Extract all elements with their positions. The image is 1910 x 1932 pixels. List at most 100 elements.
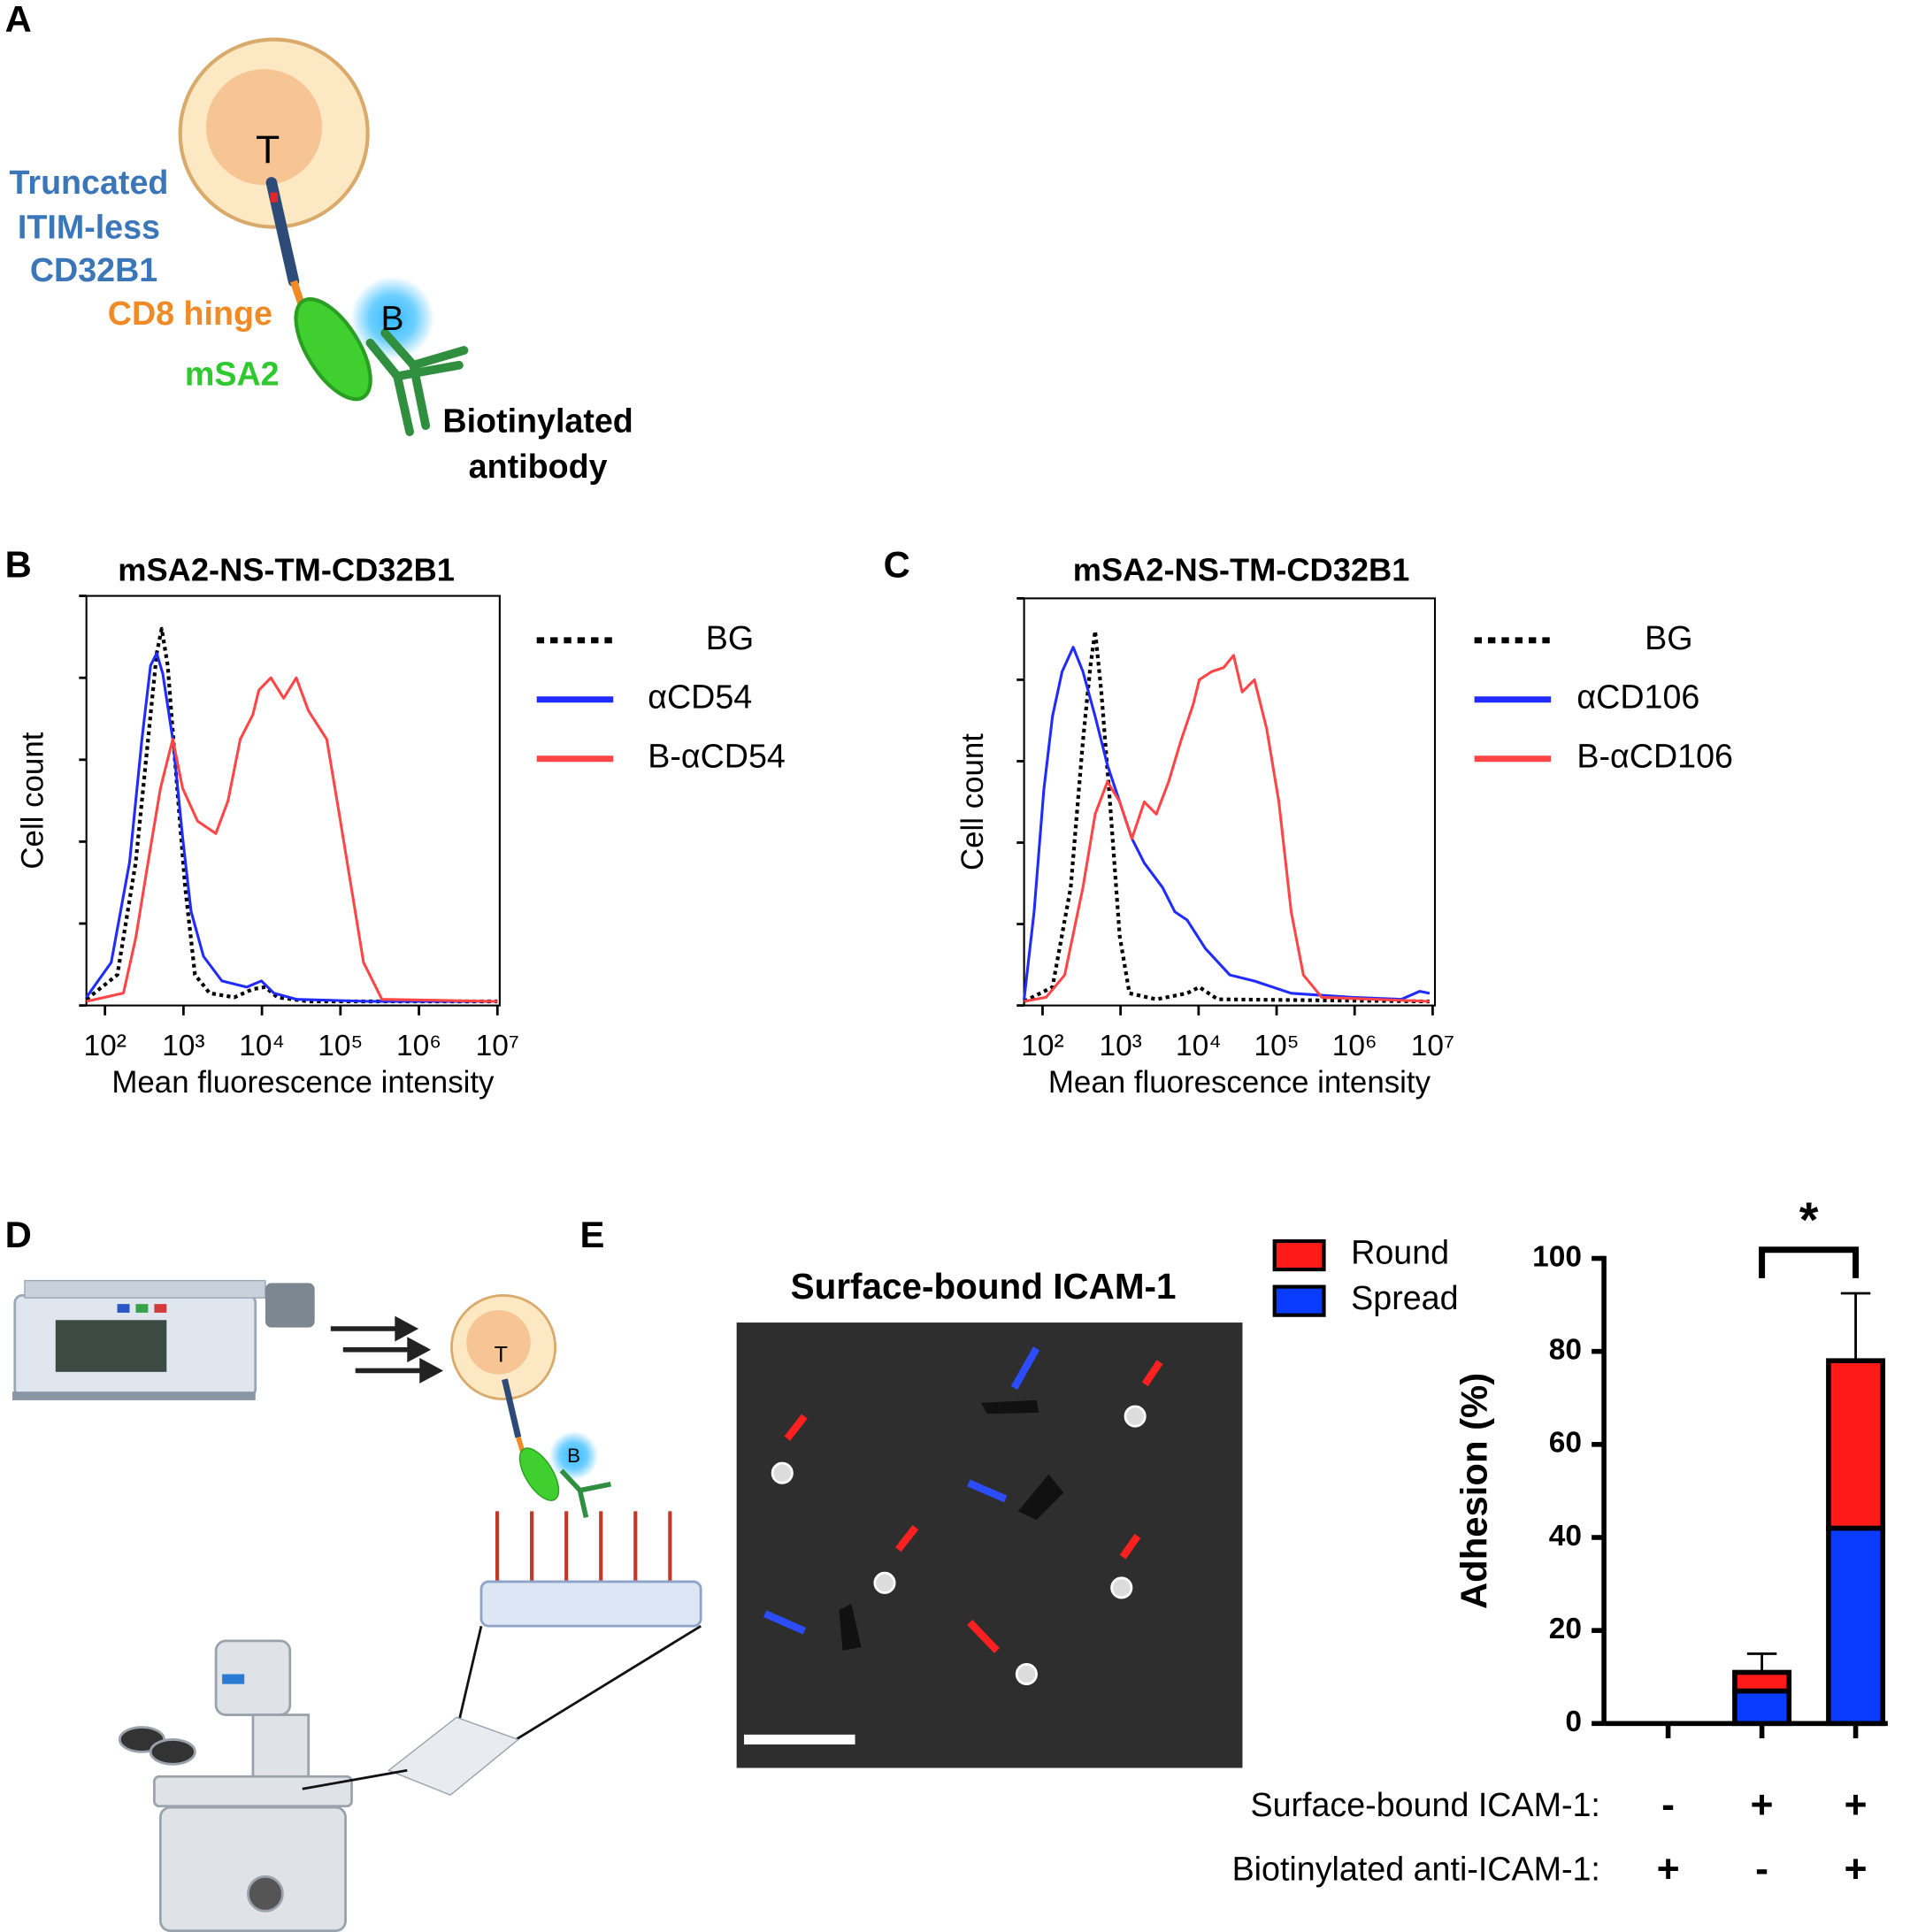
receptor-label: CD32B1 <box>30 251 157 288</box>
arrows <box>763 1346 1163 1653</box>
chart-title: mSA2-NS-TM-CD32B1 <box>1073 552 1410 588</box>
x-tick-label: 10⁶ <box>1332 1030 1377 1062</box>
y-tick-label: 20 <box>1549 1613 1582 1645</box>
condition-value: + <box>1845 1847 1868 1890</box>
x-tick-label: 10³ <box>162 1030 204 1062</box>
panel-label: D <box>5 1214 32 1255</box>
flow-arrows <box>330 1315 444 1384</box>
construct-diagram: T B Truncated ITIM-less CD32B1 CD8 hinge… <box>10 37 633 485</box>
antibody <box>559 1468 611 1519</box>
micrograph <box>736 1322 1243 1768</box>
pump-button <box>117 1304 130 1313</box>
chart-title: mSA2-NS-TM-CD32B1 <box>118 552 455 588</box>
pump-button <box>135 1304 149 1313</box>
x-tick-label: 10⁷ <box>476 1030 519 1062</box>
condition-label: Biotinylated anti-ICAM-1: <box>1232 1851 1600 1888</box>
panel-label: B <box>5 544 32 586</box>
x-tick-label: 10⁷ <box>1411 1030 1454 1062</box>
x-axis-label: Mean fluorescence intensity <box>111 1065 495 1100</box>
histogram-line <box>85 651 498 1003</box>
receptor-label: Truncated <box>10 164 169 201</box>
x-tick-label: 10² <box>83 1030 126 1062</box>
legend-label: BG <box>1645 619 1692 656</box>
cell-label: T <box>495 1342 508 1367</box>
x-tick-label: 10⁴ <box>1176 1030 1222 1062</box>
bar-segment <box>1826 1358 1886 1531</box>
y-axis-label: Cell count <box>955 733 990 870</box>
significance-label: * <box>1799 1192 1819 1247</box>
x-tick-label: 10⁴ <box>239 1030 285 1062</box>
msa2-label: mSA2 <box>185 355 280 392</box>
condition-label: Surface-bound ICAM-1: <box>1250 1786 1599 1823</box>
condition-value: - <box>1755 1847 1768 1890</box>
nucleus <box>205 69 323 186</box>
legend-label: BG <box>706 619 754 656</box>
zoom-line <box>457 1625 483 1721</box>
y-tick-label: 60 <box>1549 1427 1582 1460</box>
cells <box>771 1405 1147 1686</box>
legend-label: B-αCD106 <box>1576 738 1733 775</box>
cell-label: T <box>256 129 280 172</box>
histogram-line <box>1023 646 1431 1001</box>
pump-motor <box>265 1283 315 1328</box>
pump-screen <box>55 1320 167 1372</box>
condition-value: + <box>1845 1783 1868 1827</box>
plot-frame <box>85 594 501 1007</box>
legend-swatch <box>1272 1238 1326 1272</box>
biotin-label: B <box>381 300 404 338</box>
legend-label: αCD54 <box>648 678 752 716</box>
spread-cells <box>839 1399 1064 1652</box>
histogram-line <box>86 676 498 1003</box>
legend-label: Round <box>1351 1233 1449 1270</box>
legend-swatch <box>1272 1284 1326 1317</box>
x-axis-label: Mean fluorescence intensity <box>1048 1065 1431 1100</box>
nucleus <box>466 1310 531 1375</box>
antibody-label: Biotinylated <box>442 402 633 439</box>
pump-base <box>12 1392 256 1400</box>
x-tick-label: 10⁵ <box>318 1030 363 1062</box>
zoom-line <box>505 1624 702 1747</box>
x-tick-label: 10⁵ <box>1254 1030 1299 1062</box>
y-tick-label: 100 <box>1532 1240 1582 1273</box>
panel-label: C <box>884 544 910 586</box>
msa2-domain <box>518 1447 560 1501</box>
legend-label: αCD106 <box>1576 678 1699 716</box>
y-tick-label: 80 <box>1549 1334 1582 1367</box>
y-tick-label: 40 <box>1549 1520 1582 1552</box>
antibody <box>365 328 469 437</box>
histogram-line <box>1023 629 1431 1004</box>
x-tick-label: 10³ <box>1099 1030 1141 1062</box>
scale-bar <box>744 1734 855 1745</box>
receptor-label: ITIM-less <box>18 208 160 245</box>
micrograph-image <box>736 1322 1243 1768</box>
receptor <box>502 1378 522 1438</box>
surface <box>479 1580 702 1628</box>
legend-label: B-αCD54 <box>648 738 786 775</box>
panel-label: E <box>580 1214 605 1255</box>
antibody-label: antibody <box>469 448 608 485</box>
bar-segment <box>1732 1669 1792 1694</box>
condition-value: + <box>1751 1783 1774 1827</box>
bar-segment <box>1826 1525 1886 1727</box>
zoom-line <box>302 1768 408 1790</box>
hinge-label: CD8 hinge <box>108 295 272 332</box>
pump-button <box>154 1304 167 1313</box>
legend-label: Spread <box>1351 1279 1458 1316</box>
plot-frame <box>1023 597 1437 1007</box>
y-axis-label: Cell count <box>15 732 50 869</box>
setup-diagram: T B <box>12 1279 702 1932</box>
syringe <box>24 1279 266 1299</box>
bar-segment <box>1732 1688 1792 1727</box>
x-tick-label: 10⁶ <box>396 1030 441 1062</box>
histogram-line <box>1024 654 1431 1003</box>
micrograph-title: Surface-bound ICAM-1 <box>791 1266 1177 1307</box>
biotin-label: B <box>567 1445 580 1467</box>
biotin-glow <box>548 1430 599 1481</box>
significance-bracket <box>1759 1246 1860 1278</box>
microscope-label <box>222 1674 245 1684</box>
panel-label: A <box>5 0 32 40</box>
x-tick-label: 10² <box>1021 1030 1063 1062</box>
condition-value: - <box>1661 1783 1675 1827</box>
